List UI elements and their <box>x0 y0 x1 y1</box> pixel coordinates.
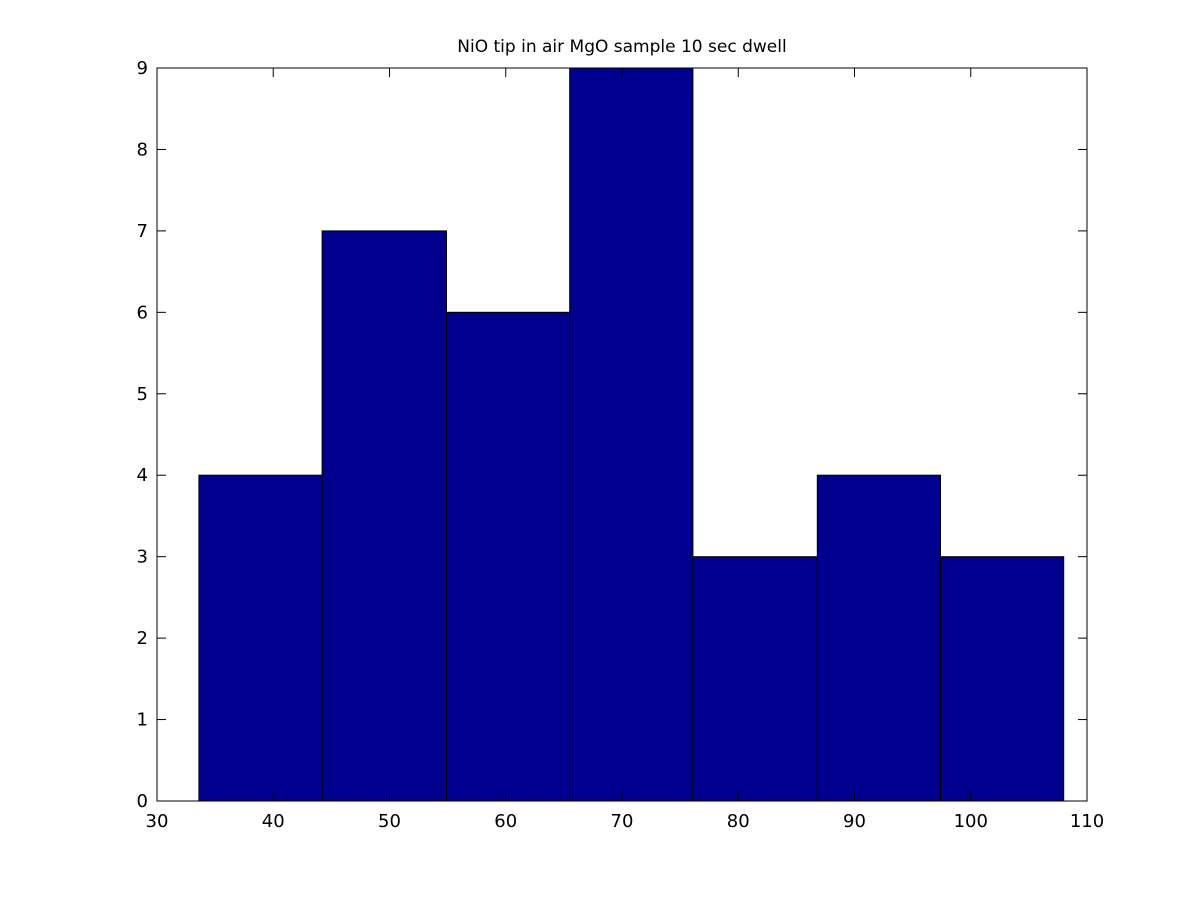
histogram-bar-4 <box>569 67 694 802</box>
x-tick-label: 40 <box>262 811 285 832</box>
histogram-bar-3 <box>446 311 571 802</box>
histogram-bar-1 <box>198 474 323 802</box>
y-tick-label: 7 <box>137 221 148 242</box>
histogram-bar-5 <box>692 556 818 802</box>
y-tick-label: 3 <box>137 547 148 568</box>
y-tick-label: 2 <box>137 628 148 649</box>
y-tick-label: 6 <box>137 302 148 323</box>
y-tick-label: 1 <box>137 710 148 731</box>
y-tick-label: 5 <box>137 384 148 405</box>
x-tick-label: 110 <box>1070 811 1104 832</box>
x-tick-label: 50 <box>378 811 401 832</box>
x-tick-label: 30 <box>146 811 169 832</box>
x-tick-label: 90 <box>843 811 866 832</box>
y-tick-label: 0 <box>137 791 148 812</box>
y-tick-label: 9 <box>137 58 148 79</box>
chart-title: NiO tip in air MgO sample 10 sec dwell <box>457 37 786 57</box>
x-tick-label: 80 <box>727 811 750 832</box>
x-tick-label: 70 <box>611 811 634 832</box>
y-tick-label: 4 <box>137 465 148 486</box>
axes-box <box>156 67 1088 802</box>
x-tick-label: 60 <box>494 811 517 832</box>
histogram-bar-7 <box>940 556 1065 802</box>
histogram-bar-2 <box>321 230 448 802</box>
histogram-bar-6 <box>816 474 941 802</box>
x-tick-label: 100 <box>954 811 988 832</box>
y-tick-label: 8 <box>137 139 148 160</box>
ticks-group: 30 40 50 60 70 80 90 100 110 0 1 2 3 4 5 6 7 8 9 <box>137 58 1105 832</box>
